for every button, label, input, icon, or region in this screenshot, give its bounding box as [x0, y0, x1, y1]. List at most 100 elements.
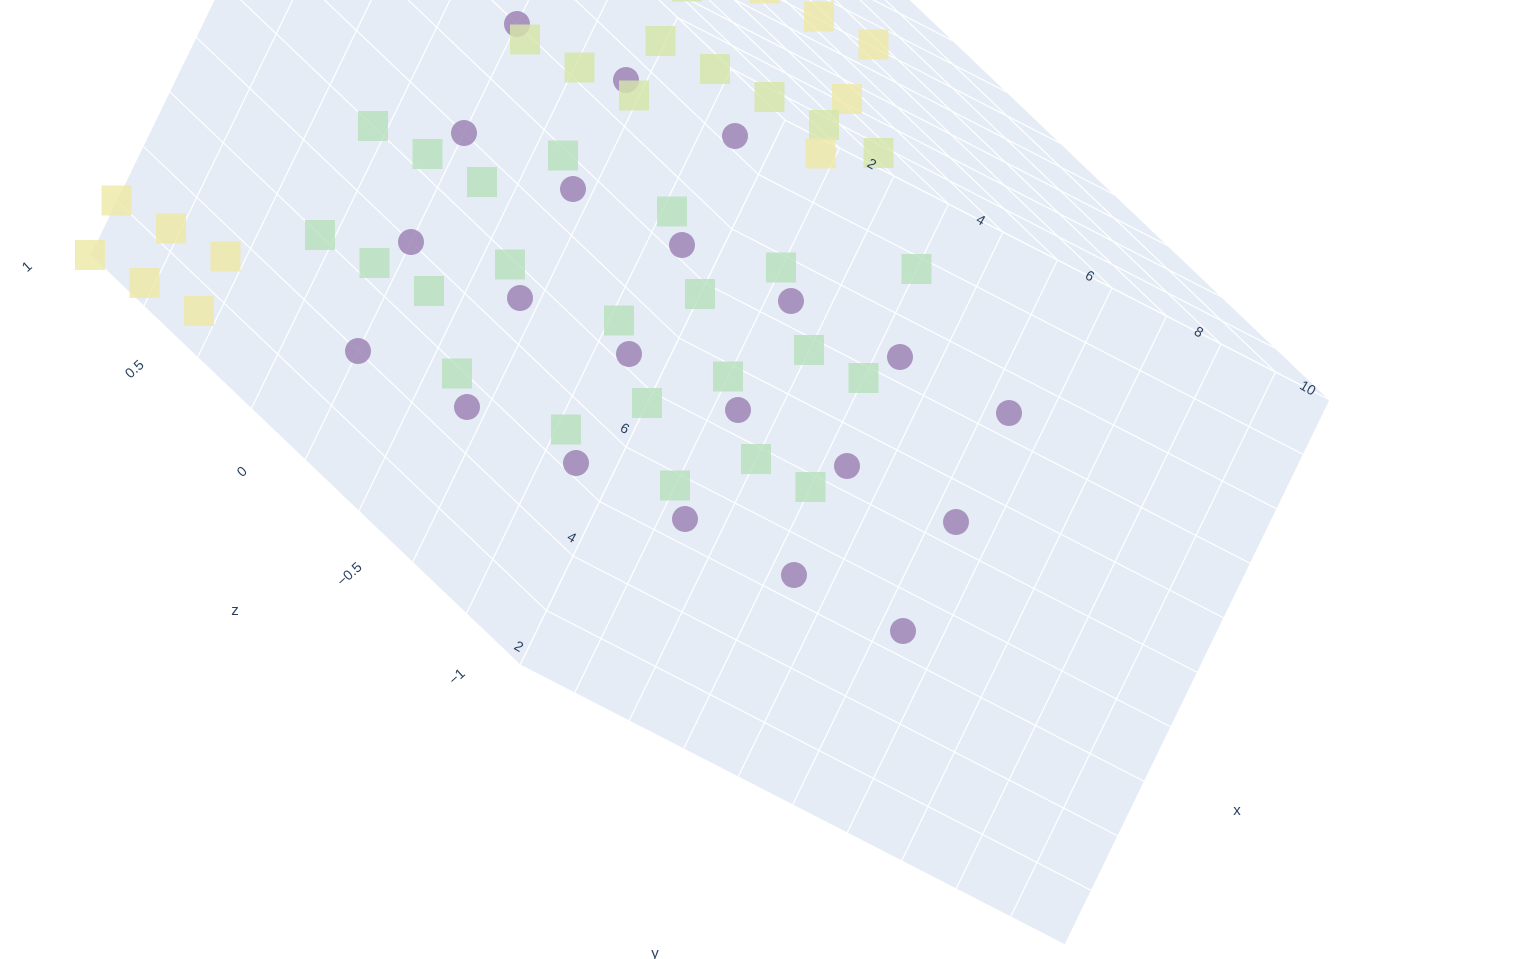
z-tick-label: 1 — [18, 258, 35, 275]
data-points — [75, 0, 1022, 644]
data-point-square — [832, 84, 862, 114]
data-point-circle — [778, 288, 804, 314]
gridline-y-wall — [574, 0, 759, 175]
data-point-square — [305, 220, 335, 250]
data-point-square — [548, 140, 578, 171]
gridline-z-wall-x — [196, 0, 372, 358]
data-point-circle — [943, 509, 969, 535]
gridline-x-wall — [733, 0, 949, 205]
data-point-square — [510, 24, 540, 55]
data-point-circle — [669, 232, 695, 258]
data-point-circle — [996, 400, 1022, 426]
x-axis-title: x — [1233, 802, 1241, 819]
data-point-circle — [454, 394, 480, 420]
data-point-square — [848, 363, 879, 393]
data-point-square — [184, 296, 214, 326]
data-point-square — [129, 268, 160, 298]
data-point-circle — [890, 618, 916, 644]
gridline-x-wall — [683, 0, 840, 149]
gridline-y-floor — [705, 282, 1251, 565]
data-point-circle — [616, 341, 642, 367]
data-point-square — [660, 470, 690, 501]
data-point-square — [858, 29, 889, 60]
data-point-square — [754, 82, 785, 112]
data-point-circle — [563, 450, 589, 476]
scene-grid — [89, 0, 1331, 946]
data-point-square — [359, 248, 390, 278]
gridline-x-wall — [708, 0, 895, 177]
x-tick-label: 10 — [1297, 377, 1319, 399]
gridline-y-floor — [652, 391, 1198, 674]
gridline-y-floor — [546, 609, 1092, 892]
z-tick-label: −0.5 — [334, 558, 365, 589]
gridline-z-wall-x — [465, 68, 732, 615]
data-point-square — [700, 54, 730, 84]
data-point-square — [749, 0, 780, 4]
data-point-square — [101, 185, 132, 216]
data-point-circle — [887, 344, 913, 370]
data-point-circle — [345, 338, 371, 364]
data-point-square — [604, 305, 634, 336]
data-point-circle — [725, 397, 751, 423]
data-point-square — [467, 167, 497, 197]
gridline-z-wall-x — [304, 0, 530, 461]
gridline-y-wall — [658, 0, 786, 121]
data-point-square — [414, 276, 444, 306]
data-point-square — [741, 444, 771, 474]
y-axis-title: y — [651, 945, 659, 959]
gridline-z-wall-y — [677, 16, 1223, 299]
gridline-y-floor — [625, 446, 1172, 728]
data-point-circle — [672, 506, 698, 532]
data-point-circle — [722, 123, 748, 149]
axis-titles: z x y — [231, 602, 1241, 959]
data-point-circle — [507, 285, 533, 311]
data-point-square — [442, 358, 472, 389]
gridline-y-floor — [731, 228, 1278, 510]
gridline-z-wall-y — [688, 0, 1170, 247]
data-point-square — [713, 361, 743, 392]
data-point-square — [210, 241, 241, 272]
z-tick-label: 0 — [233, 463, 250, 480]
gridline-y-floor — [599, 500, 1145, 783]
data-point-circle — [451, 120, 477, 146]
data-point-square — [564, 52, 595, 83]
data-point-square — [75, 240, 105, 270]
gridline-z-wall-x — [143, 0, 294, 307]
gridline-z-wall-x — [89, 0, 215, 256]
z-tick-label: 0.5 — [122, 356, 147, 381]
gridline-y-floor — [758, 173, 1304, 456]
data-point-square — [412, 139, 443, 169]
data-point-circle — [834, 453, 860, 479]
data-point-square — [901, 254, 932, 284]
data-point-square — [809, 110, 839, 140]
gridline-y-floor — [678, 337, 1225, 619]
gridline-y-floor — [519, 664, 1066, 946]
data-point-square — [619, 80, 649, 111]
data-point-square — [632, 388, 662, 418]
data-point-square — [794, 335, 824, 365]
data-point-circle — [560, 176, 586, 202]
data-point-circle — [398, 229, 424, 255]
data-point-square — [863, 138, 894, 168]
z-axis-title: z — [231, 602, 239, 619]
data-point-square — [805, 138, 836, 169]
data-point-circle — [781, 562, 807, 588]
scene-walls — [90, 0, 1330, 945]
data-point-square — [358, 111, 388, 141]
back-wall-x — [90, 0, 785, 665]
gridline-z-wall-y — [734, 0, 1116, 196]
data-point-square — [804, 1, 834, 32]
data-point-square — [795, 472, 826, 502]
data-point-square — [156, 213, 186, 244]
z-tick-label: −1 — [445, 665, 468, 688]
data-point-square — [672, 0, 702, 2]
gridline-z-wall-y — [826, 0, 1008, 94]
data-point-square — [685, 279, 715, 309]
gridline-z-wall-y — [780, 0, 1062, 145]
data-point-square — [657, 196, 687, 227]
data-point-square — [645, 26, 676, 56]
gridline-y-floor — [572, 555, 1119, 837]
data-point-square — [495, 249, 525, 280]
